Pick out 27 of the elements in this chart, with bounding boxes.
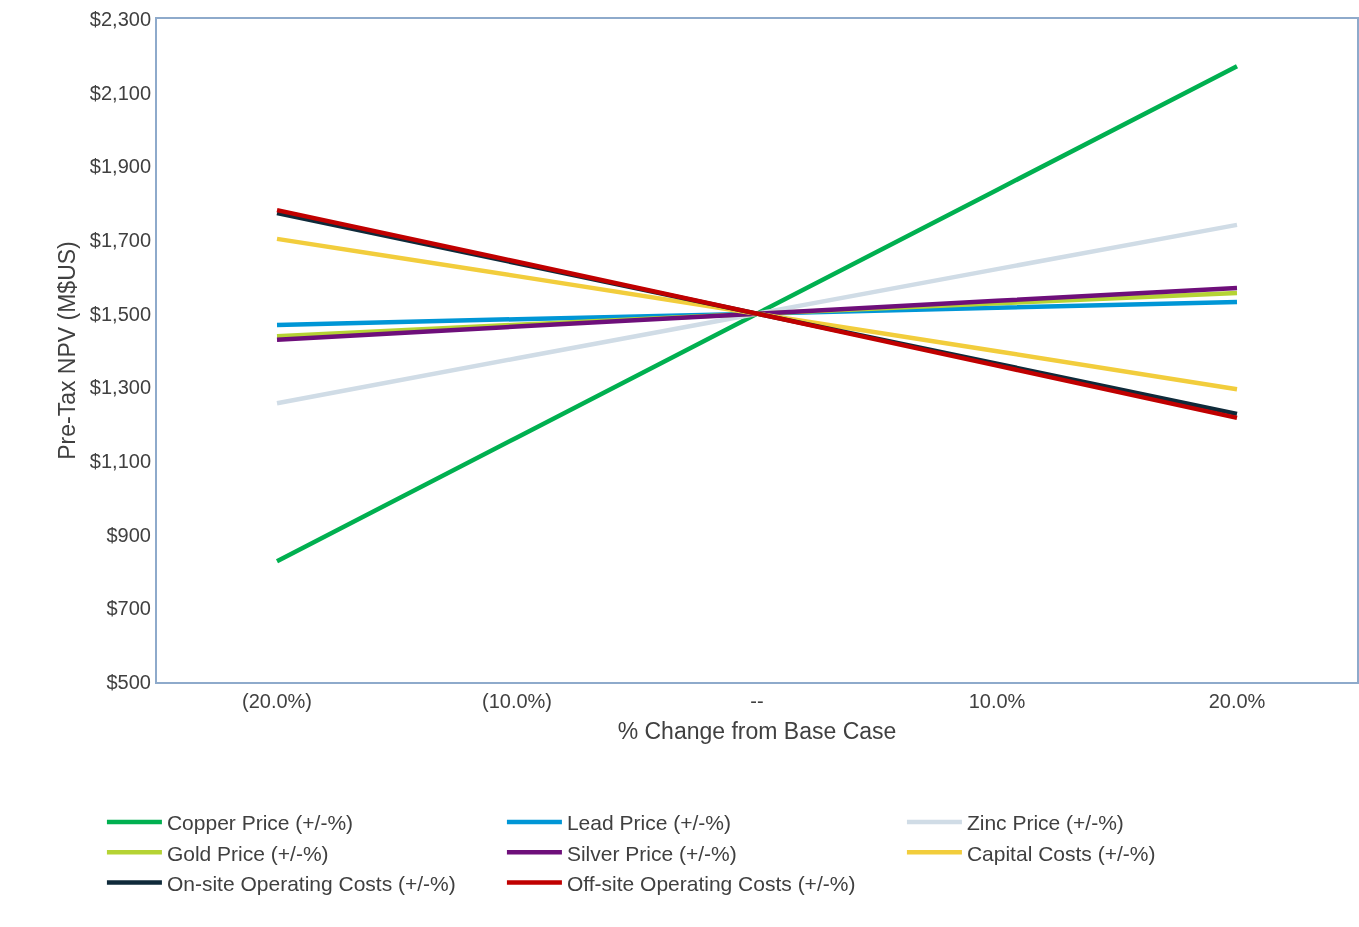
y-tick-label: $1,100: [89, 450, 151, 472]
legend-label: Gold Price (+/-%): [166, 841, 329, 865]
y-tick-label: $500: [106, 671, 151, 693]
legend-label: Lead Price (+/-%): [566, 811, 731, 835]
y-tick-label: $2,100: [89, 81, 151, 104]
y-tick-label: $1,300: [89, 376, 151, 399]
y-tick-label: $1,900: [89, 155, 151, 178]
x-tick-label: 20.0%: [1208, 690, 1266, 712]
legend-label: Off-site Operating Costs (+/-%): [566, 871, 856, 895]
legend-label: Zinc Price (+/-%): [966, 811, 1124, 835]
x-axis-title: % Change from Base Case: [617, 718, 897, 745]
legend-label: On-site Operating Costs (+/-%): [166, 871, 456, 895]
y-tick-label: $1,500: [89, 302, 151, 325]
y-tick-label: $900: [106, 523, 151, 546]
x-tick-label: 10.0%: [968, 690, 1026, 712]
y-tick-label: $2,300: [89, 8, 151, 30]
legend-label: Capital Costs (+/-%): [966, 841, 1156, 865]
x-tick-label: --: [750, 690, 764, 712]
x-tick-label: (10.0%): [481, 690, 553, 712]
line-series: [274, 63, 1240, 564]
line-series: [274, 236, 1240, 392]
y-tick-label: $1,700: [89, 229, 151, 251]
y-tick-label: $700: [106, 597, 151, 620]
legend-label: Silver Price (+/-%): [566, 841, 737, 865]
legend-label: Copper Price (+/-%): [166, 811, 354, 835]
y-axis-title: Pre-Tax NPV (M$US): [53, 241, 80, 460]
x-tick-label: (20.0%): [241, 690, 313, 712]
